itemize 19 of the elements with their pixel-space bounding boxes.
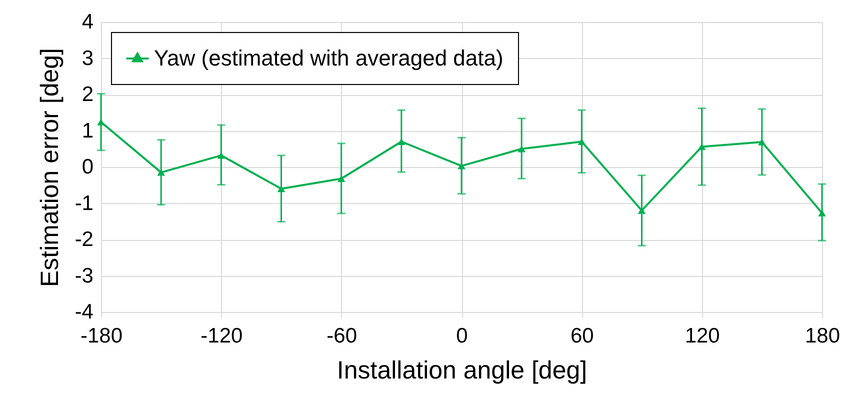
x-tick-label: -180 xyxy=(80,324,123,348)
y-tick-label: 3 xyxy=(82,46,94,70)
y-tick-label: 2 xyxy=(82,83,94,106)
x-axis-title: Installation angle [deg] xyxy=(336,356,588,384)
x-tick-label: 180 xyxy=(804,324,840,348)
legend-label: Yaw (estimated with averaged data) xyxy=(154,46,504,70)
y-tick-label: 0 xyxy=(82,156,94,178)
y-tick-label: 4 xyxy=(82,10,94,34)
y-tick-label: -3 xyxy=(74,264,94,288)
x-tick-label: -60 xyxy=(326,324,358,348)
y-tick-label: -1 xyxy=(74,192,94,215)
y-tick-label: -4 xyxy=(74,300,94,324)
x-tick-label: 60 xyxy=(570,324,594,348)
x-tick-label: -120 xyxy=(200,324,243,348)
x-tick-label: 0 xyxy=(456,324,468,348)
y-axis-title: Estimation error [deg] xyxy=(36,48,64,287)
y-tick-label: -2 xyxy=(74,228,94,251)
y-tick-label: 1 xyxy=(82,119,94,142)
x-tick-label: 120 xyxy=(684,324,720,348)
